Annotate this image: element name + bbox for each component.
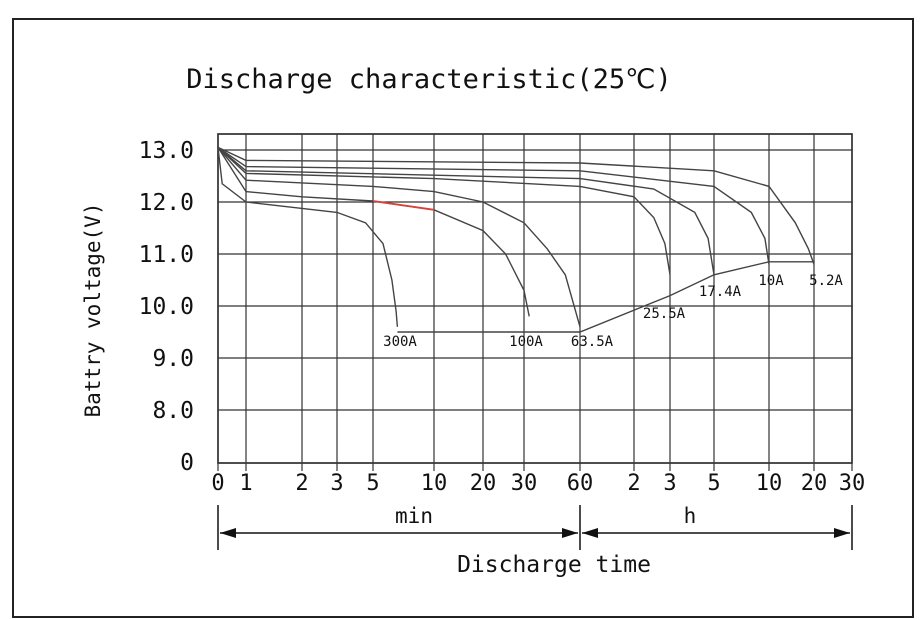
y-tick-label: 13.0 <box>139 138 194 164</box>
x-tick-label: 60 <box>567 471 594 496</box>
unit-min-label: min <box>395 504 433 528</box>
x-tick-label: 3 <box>663 471 676 496</box>
x-axis-label: Discharge time <box>457 552 651 578</box>
x-tick-label: 20 <box>470 471 497 496</box>
tick-labels: 13.012.011.010.09.08.000 1 2 3 5 10 20 30 60 2 3 5 1… <box>139 138 866 496</box>
series-label: 300A <box>383 334 417 350</box>
series-line <box>217 146 815 265</box>
x-tick-label: 30 <box>511 471 538 496</box>
x-tick-label: 2 <box>627 471 640 496</box>
cutoff-line <box>397 261 814 333</box>
x-tick-label: 10 <box>421 471 448 496</box>
unit-h-label: h <box>684 504 697 528</box>
chart-frame: Discharge characteristic(25℃) 13.0 12.0 11… <box>12 18 914 618</box>
series-line <box>217 146 671 275</box>
y-tick-label: 9.0 <box>152 346 194 372</box>
x-tick-label: 0 <box>211 471 224 496</box>
chart-title: Discharge characteristic(25℃) <box>186 64 671 95</box>
x-tick-label: 10 <box>756 471 783 496</box>
series-line <box>217 146 770 265</box>
x-tick-label: 5 <box>707 471 720 496</box>
series-label: 25.5A <box>643 306 686 322</box>
series-labels: 300A 100A 63.5A 25.5A 17.4A 10A 5.2A <box>383 273 843 350</box>
x-tick-label: 2 <box>295 471 308 496</box>
series-line <box>217 147 399 327</box>
x-tick-label: 1 <box>239 471 252 496</box>
y-tick-label: 0 <box>180 450 194 476</box>
highlight-segment <box>372 200 435 211</box>
y-tick-label: 8.0 <box>152 398 194 424</box>
series-label: 100A <box>509 334 543 350</box>
y-tick-label: 11.0 <box>139 242 194 268</box>
y-axis-label: Battry voltage(V) <box>81 203 105 418</box>
series-group <box>217 146 815 333</box>
x-tick-label: 20 <box>801 471 828 496</box>
series-label: 5.2A <box>809 273 843 289</box>
y-tick-label: 12.0 <box>139 190 194 216</box>
time-unit-arrows <box>217 505 853 550</box>
discharge-chart: Discharge characteristic(25℃) 13.012.011… <box>81 64 866 578</box>
x-tick-label: 30 <box>839 471 866 496</box>
y-tick-label: 10.0 <box>139 294 194 320</box>
x-tick-label: 5 <box>366 471 379 496</box>
series-label: 10A <box>758 273 784 289</box>
series-label: 63.5A <box>571 334 614 350</box>
grid <box>217 133 853 471</box>
series-line <box>217 146 715 275</box>
series-label: 17.4A <box>699 284 742 300</box>
series-line <box>217 146 581 327</box>
x-tick-label: 3 <box>330 471 343 496</box>
